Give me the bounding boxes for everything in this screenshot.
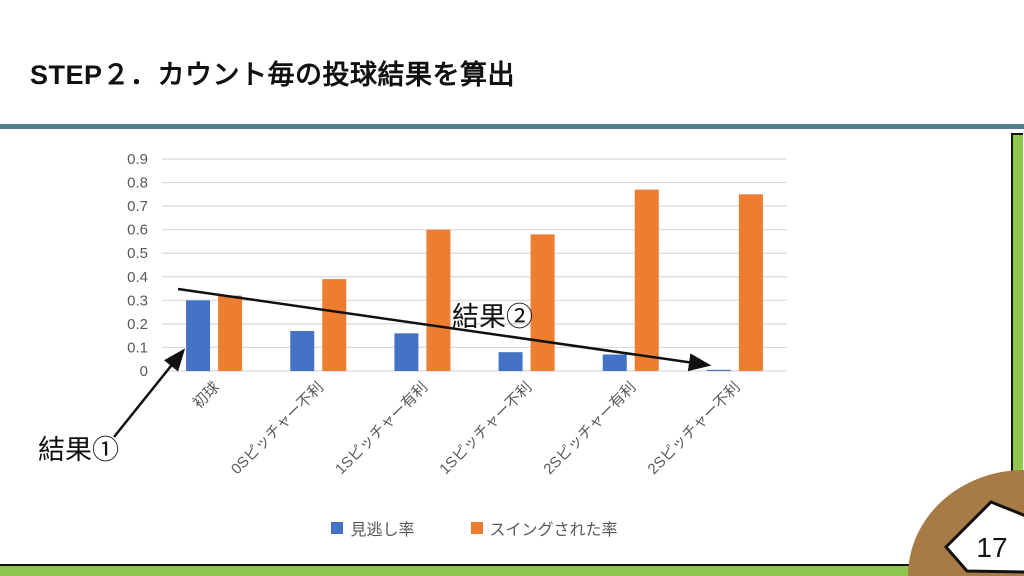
legend-label-miss-rate: 見逃し率 [350,522,415,539]
slide-border-right [1011,133,1023,576]
bar-見逃し率-初球 [186,300,211,371]
x-tick-label: 初球 [190,379,223,412]
bar-見逃し率-2Sピッチャー不利 [706,369,731,371]
y-tick-label: 0.3 [127,292,148,309]
y-tick-label: 0.5 [127,245,148,262]
result2-trend-arrow [177,287,712,372]
x-tick-label: 0Sピッチャー不利 [228,379,327,478]
y-axis-tick-labels: 0 0.1 0.2 0.3 0.4 0.5 0.6 0.7 0.8 0.9 [127,151,148,380]
title-underline [0,124,1024,129]
legend-label-swing-rate: スイングされた率 [489,522,618,539]
bar-スイングされた率-2Sピッチャー有利 [634,189,659,371]
bar-スイングされた率-0Sピッチャー不利 [322,279,347,371]
chart-legend: 見逃し率 スイングされた率 [162,516,787,540]
y-tick-label: 0 [140,363,148,380]
legend-item-miss-rate: 見逃し率 [331,516,415,540]
legend-item-swing-rate: スイングされた率 [470,516,618,540]
y-tick-label: 0.1 [127,339,148,356]
x-tick-label: 1Sピッチャー有利 [332,379,431,478]
page-number: 17 [976,532,1007,563]
bar-スイングされた率-初球 [218,295,243,371]
home-plate-shape: 17 [943,500,1024,574]
y-tick-label: 0.7 [127,198,148,215]
y-tick-label: 0.4 [127,269,148,286]
bar-スイングされた率-1Sピッチャー有利 [426,229,451,371]
x-tick-label: 1Sピッチャー不利 [436,379,535,478]
result2-label: 結果② [452,302,533,332]
y-tick-label: 0.6 [127,222,148,239]
bar-見逃し率-0Sピッチャー不利 [290,330,315,371]
legend-swatch-miss-rate [331,522,344,534]
result1-label: 結果① [38,435,119,465]
chart-gridlines [162,158,787,372]
y-tick-label: 0.8 [127,175,148,192]
y-tick-label: 0.9 [127,151,148,168]
bar-見逃し率-1Sピッチャー不利 [498,352,523,371]
bar-スイングされた率-2Sピッチャー不利 [738,194,763,371]
result1-arrow [113,348,186,438]
bar-見逃し率-2Sピッチャー有利 [602,354,627,371]
home-plate-outline [943,500,1024,574]
chart-bars [186,189,763,371]
x-tick-label: 2Sピッチャー不利 [645,379,744,478]
slide-title: STEP２．カウント毎の投球結果を算出 [30,60,516,90]
chart-annotations: 結果② 結果① [38,287,712,465]
bar-見逃し率-1Sピッチャー有利 [394,333,419,371]
legend-swatch-swing-rate [470,522,483,534]
slide-border-bottom [0,564,1024,576]
bar-スイングされた率-1Sピッチャー不利 [530,234,555,371]
x-axis-tick-labels: 初球 0Sピッチャー不利 1Sピッチャー有利 1Sピッチャー不利 2Sピッチャー有利 2S… [190,379,744,478]
x-tick-label: 2Sピッチャー有利 [540,379,639,478]
y-tick-label: 0.2 [127,316,148,333]
